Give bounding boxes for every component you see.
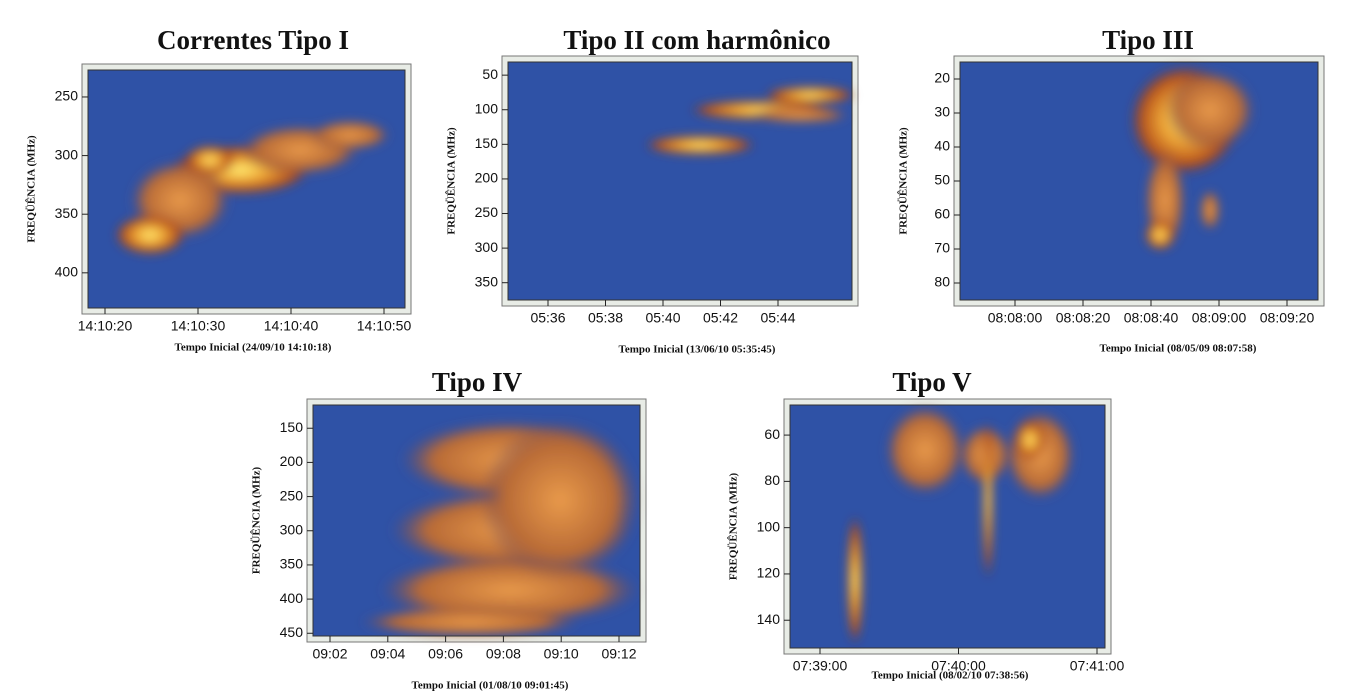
y-tick-label: 200 <box>475 170 499 186</box>
y-tick-label: 400 <box>280 590 304 606</box>
y-tick-label: 100 <box>757 518 781 534</box>
y-tick-label: 200 <box>280 453 304 469</box>
x-axis-label: Tempo Inicial (08/05/09 08:07:58) <box>1100 343 1257 355</box>
y-tick-label: 300 <box>280 521 304 537</box>
y-tick-label: 20 <box>934 70 950 86</box>
y-tick-label: 30 <box>934 104 950 120</box>
x-tick-label: 09:02 <box>312 646 347 662</box>
emission-blob <box>1145 220 1175 250</box>
y-axis-label: FREQÜÊNCIA (MHz) <box>727 473 740 581</box>
y-axis-label: FREQÜÊNCIA (MHz) <box>445 127 458 235</box>
y-tick-label: 150 <box>280 419 304 435</box>
x-tick-label: 07:39:00 <box>793 658 848 674</box>
x-tick-label: 09:08 <box>486 646 521 662</box>
x-tick-label: 05:44 <box>760 310 795 326</box>
spectrum-emission <box>645 86 855 155</box>
plot-border <box>507 61 853 301</box>
emission-blob <box>847 515 863 645</box>
emission-blob <box>1015 420 1045 460</box>
y-tick-label: 300 <box>55 146 79 162</box>
y-tick-label: 140 <box>757 611 781 627</box>
x-tick-label: 05:40 <box>645 310 680 326</box>
y-tick-label: 50 <box>482 66 498 82</box>
x-tick-label: 09:04 <box>370 646 405 662</box>
x-tick-label: 09:10 <box>544 646 579 662</box>
x-tick-label: 05:36 <box>530 310 565 326</box>
x-tick-label: 14:10:20 <box>78 318 133 334</box>
spectrum-emission <box>847 405 1075 645</box>
x-tick-label: 05:38 <box>588 310 623 326</box>
emission-blob <box>480 420 640 580</box>
x-tick-label: 08:08:20 <box>1056 310 1111 326</box>
y-tick-label: 60 <box>934 206 950 222</box>
plot-border <box>87 69 406 309</box>
x-tick-label: 07:41:00 <box>1070 658 1125 674</box>
y-tick-label: 60 <box>764 426 780 442</box>
y-tick-label: 250 <box>475 204 499 220</box>
panel-title: Tipo III <box>1102 25 1194 55</box>
emission-blob <box>185 145 235 175</box>
x-axis-label: Tempo Inicial (24/09/10 14:10:18) <box>175 342 332 354</box>
x-tick-label: 09:12 <box>601 646 636 662</box>
x-tick-label: 08:09:00 <box>1192 310 1247 326</box>
y-tick-label: 120 <box>757 565 781 581</box>
y-tick-label: 250 <box>55 88 79 104</box>
y-axis-label: FREQÜÊNCIA (MHz) <box>25 135 38 243</box>
x-tick-label: 14:10:50 <box>357 318 412 334</box>
y-axis-label: FREQÜÊNCIA (MHz) <box>897 127 910 235</box>
x-axis-label: Tempo Inicial (13/06/10 05:35:45) <box>619 344 776 356</box>
y-tick-label: 70 <box>934 240 950 256</box>
y-tick-label: 300 <box>475 239 499 255</box>
x-axis-label: Tempo Inicial (01/08/10 09:01:45) <box>412 680 569 692</box>
y-tick-label: 50 <box>934 172 950 188</box>
y-tick-label: 250 <box>280 487 304 503</box>
x-tick-label: 08:08:40 <box>1124 310 1179 326</box>
panel-title: Tipo V <box>892 367 972 397</box>
x-tick-label: 08:08:00 <box>988 310 1043 326</box>
emission-blob <box>115 215 185 255</box>
emission-blob <box>750 107 850 123</box>
y-tick-label: 350 <box>475 273 499 289</box>
y-tick-label: 40 <box>934 138 950 154</box>
x-axis-label: Tempo Inicial (08/02/10 07:38:56) <box>872 670 1029 682</box>
y-tick-label: 450 <box>280 624 304 640</box>
panel-title: Tipo IV <box>432 367 523 397</box>
emission-blob <box>983 420 993 580</box>
plot-border <box>789 404 1106 649</box>
y-axis-label: FREQÜÊNCIA (MHz) <box>250 467 263 575</box>
y-tick-label: 350 <box>55 205 79 221</box>
y-tick-label: 400 <box>55 264 79 280</box>
spectrum-emission <box>115 120 390 255</box>
emission-blob <box>1005 410 1075 500</box>
x-tick-label: 14:10:30 <box>171 318 226 334</box>
emission-blob <box>360 607 580 637</box>
panel-title: Tipo II com harmônico <box>563 25 830 55</box>
emission-blob <box>1200 190 1220 230</box>
y-tick-label: 80 <box>764 472 780 488</box>
emission-blob <box>765 86 855 104</box>
panel-title: Correntes Tipo I <box>157 25 349 55</box>
emission-blob <box>645 135 755 155</box>
y-tick-label: 150 <box>475 135 499 151</box>
plot-border <box>312 404 641 637</box>
y-tick-label: 80 <box>934 274 950 290</box>
emission-blob <box>310 120 390 150</box>
y-tick-label: 350 <box>280 556 304 572</box>
emission-blob <box>885 405 965 495</box>
emission-blob <box>1165 70 1255 150</box>
x-tick-label: 07:40:00 <box>931 658 986 674</box>
x-tick-label: 05:42 <box>703 310 738 326</box>
x-tick-label: 09:06 <box>428 646 463 662</box>
spectrum-emission <box>360 420 640 637</box>
x-tick-label: 08:09:20 <box>1260 310 1315 326</box>
x-tick-label: 14:10:40 <box>264 318 319 334</box>
y-tick-label: 100 <box>475 100 499 116</box>
spectrum-emission <box>1130 65 1255 250</box>
